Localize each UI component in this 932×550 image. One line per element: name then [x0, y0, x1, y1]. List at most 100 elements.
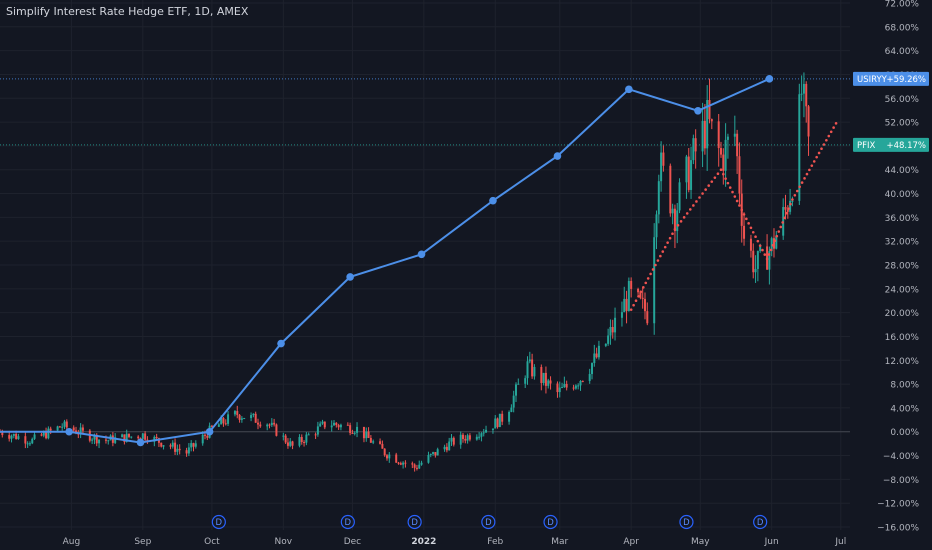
candle-body [303, 442, 306, 444]
candle-body [641, 297, 644, 299]
forecast-dot [793, 193, 797, 197]
candle-body [307, 434, 310, 436]
forecast-dot [649, 272, 652, 276]
forecast-dot [663, 245, 667, 249]
forecast-dot [810, 164, 814, 167]
candle-body [798, 94, 801, 201]
candle-body [224, 423, 227, 425]
candle-body [204, 434, 207, 436]
forecast-dot [659, 254, 662, 258]
candle-body [733, 133, 736, 137]
candle-body [558, 387, 561, 393]
candle-body [339, 424, 342, 428]
forecast-dot [639, 290, 643, 294]
candle-body [305, 434, 308, 443]
dividend-marker-label: D [485, 518, 492, 528]
candle-body [388, 454, 391, 459]
usiryy-point [417, 250, 426, 259]
candle-body [436, 449, 439, 456]
candle-body [542, 372, 545, 383]
price-label-name: PFIX [857, 141, 876, 151]
candle-body [210, 425, 213, 427]
y-tick-label: 12.00% [885, 357, 920, 367]
candle-body [300, 437, 303, 443]
candle-body [383, 448, 386, 456]
candle-body [805, 83, 808, 107]
candle-body [565, 383, 568, 388]
candle-body [561, 387, 564, 389]
forecast-dot [820, 147, 823, 151]
y-tick-label: −16.00% [877, 524, 919, 534]
candle-body [653, 237, 656, 324]
dividend-marker [481, 514, 496, 530]
forecast-dot [695, 200, 698, 203]
candle-body [381, 443, 384, 449]
forecast-dot [673, 227, 677, 231]
usiryy-point [205, 427, 214, 436]
x-tick-label: May [691, 537, 710, 547]
candle-body [540, 366, 543, 383]
candle-body [178, 448, 181, 451]
candle-body [385, 455, 388, 459]
forecast-dot [671, 232, 674, 236]
candle-body [775, 235, 778, 249]
candle-body [724, 139, 727, 171]
forecast-dot [634, 299, 638, 303]
candle-body [611, 326, 614, 333]
candle-body [588, 373, 591, 381]
forecast-dot [688, 208, 692, 211]
candle-body [40, 434, 43, 436]
candle-body [528, 359, 531, 362]
usiryy-line-path [0, 77, 770, 444]
candle-body [369, 437, 372, 443]
usiryy-point [346, 273, 354, 281]
candle-body [26, 443, 29, 445]
candle-body [125, 433, 128, 442]
candle-body [786, 209, 789, 212]
candle-body [286, 442, 289, 446]
candle-body [418, 464, 421, 469]
forecast-dot [803, 177, 806, 180]
forecast-dot [692, 204, 695, 207]
forecast-dot [738, 204, 741, 207]
candle-body [79, 427, 82, 434]
candle-body [434, 452, 437, 456]
candle-body [397, 462, 400, 464]
candle-body [637, 288, 640, 293]
candle-body [673, 208, 676, 232]
candle-body [708, 99, 711, 120]
forecast-dot [728, 186, 732, 189]
candle-body [201, 434, 204, 444]
candle-body [273, 422, 276, 425]
price-label-box [853, 137, 929, 152]
candle-body [544, 372, 547, 386]
candle-body [98, 439, 101, 444]
y-tick-label: 56.00% [885, 95, 920, 105]
candle-body [402, 462, 405, 465]
candle-body [206, 435, 209, 438]
candle-body [526, 361, 529, 379]
candle-body [533, 366, 536, 377]
y-tick-label: 4.00% [890, 404, 919, 414]
candle-body [349, 425, 352, 433]
candle-body [475, 436, 478, 440]
x-axis[interactable]: Aug Sep Oct Nov Dec 2022 Feb Mar Apr May Jun Jul [63, 537, 847, 547]
x-tick-label: Mar [551, 537, 568, 547]
candle-body [768, 251, 771, 270]
forecast-dot [747, 222, 750, 225]
candle-body [169, 445, 172, 447]
forecast-dot [765, 257, 769, 261]
candle-body [372, 441, 375, 443]
candle-body [669, 165, 672, 214]
forecast-dot [791, 198, 794, 201]
candle-body [236, 411, 239, 415]
forecast-dot [685, 212, 689, 215]
forecast-dot [749, 226, 753, 230]
candle-body [144, 433, 147, 440]
candle-body [630, 280, 633, 289]
forecast-dot [761, 248, 764, 252]
candle-body [549, 380, 552, 384]
candle-body [639, 292, 642, 298]
candle-body [233, 411, 236, 415]
